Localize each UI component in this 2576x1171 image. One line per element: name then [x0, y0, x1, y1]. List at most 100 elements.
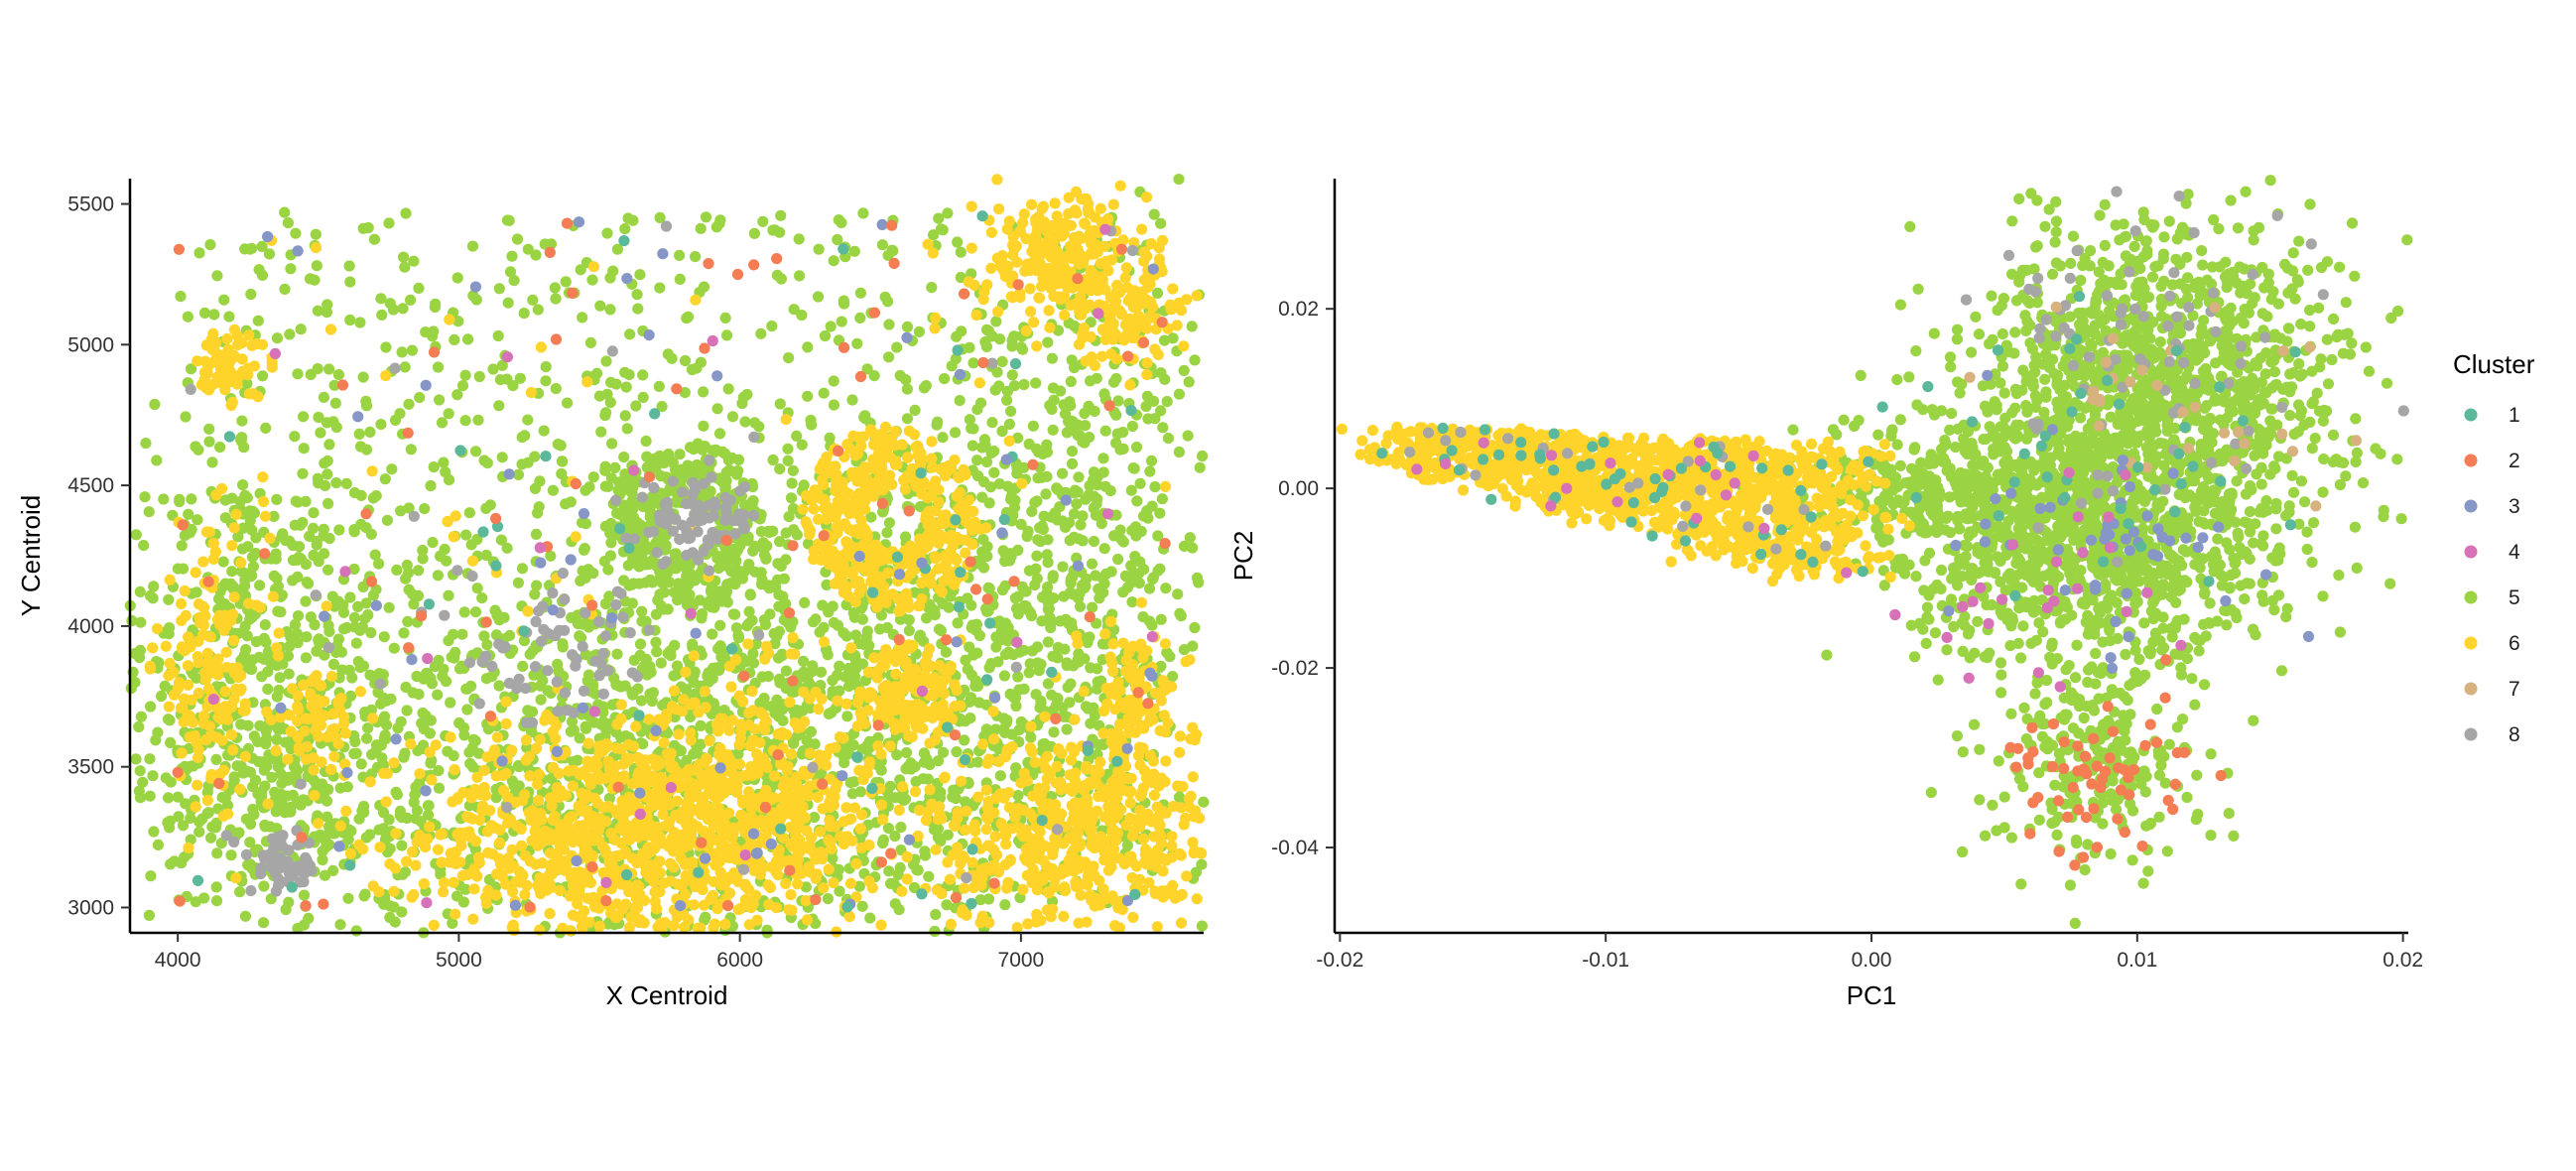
data-point: [244, 571, 257, 583]
data-point: [644, 511, 656, 523]
data-point: [493, 400, 505, 412]
data-point: [821, 513, 833, 525]
data-point: [591, 367, 603, 379]
data-point: [1051, 482, 1063, 494]
data-point: [773, 600, 785, 612]
data-point: [785, 492, 798, 504]
data-point: [158, 493, 170, 505]
data-point: [1029, 496, 1041, 509]
data-point: [774, 226, 786, 238]
data-point: [921, 612, 933, 624]
data-point: [533, 795, 545, 807]
data-point: [703, 667, 714, 679]
data-point: [330, 422, 342, 434]
data-point: [254, 580, 266, 591]
data-point: [961, 534, 972, 547]
data-point: [884, 780, 896, 792]
data-point: [534, 872, 546, 884]
data-point: [135, 711, 147, 722]
data-point: [133, 720, 145, 733]
data-point: [271, 573, 283, 585]
data-point: [327, 864, 339, 877]
data-point: [813, 243, 825, 255]
data-point: [834, 685, 845, 697]
data-point: [858, 503, 871, 515]
data-point: [912, 450, 924, 461]
data-point: [605, 537, 617, 549]
data-point: [216, 792, 228, 804]
data-point: [1111, 428, 1123, 440]
data-point: [627, 689, 639, 701]
data-point: [511, 233, 524, 245]
data-point: [577, 312, 588, 324]
data-point: [406, 891, 418, 903]
data-point: [458, 729, 470, 741]
data-point: [1149, 481, 1161, 493]
data-point: [737, 391, 749, 403]
data-point: [533, 501, 545, 513]
data-point: [354, 624, 366, 636]
data-point: [311, 535, 322, 548]
data-point: [939, 373, 951, 385]
data-point: [824, 432, 836, 444]
data-point: [1047, 424, 1059, 436]
data-point: [354, 317, 366, 328]
data-point: [1142, 512, 1154, 524]
data-point: [1126, 596, 1138, 608]
data-point: [889, 681, 902, 693]
data-point: [1088, 466, 1100, 478]
data-point: [757, 215, 769, 227]
data-point: [231, 760, 243, 772]
data-point: [434, 394, 446, 406]
data-point: [834, 885, 845, 897]
data-point: [698, 420, 709, 432]
data-point: [519, 889, 531, 901]
data-point: [520, 734, 533, 746]
data-point: [560, 276, 572, 288]
data-point: [901, 383, 914, 395]
data-point: [909, 404, 921, 416]
data-point: [465, 539, 477, 551]
data-point: [503, 214, 515, 226]
data-point: [418, 878, 430, 890]
data-point: [730, 468, 743, 480]
data-point: [341, 781, 353, 793]
data-point: [236, 415, 248, 427]
data-point: [700, 211, 712, 223]
data-point: [651, 646, 663, 658]
data-point: [491, 731, 503, 743]
data-point: [1155, 613, 1167, 625]
data-point: [947, 791, 959, 803]
data-point: [915, 700, 927, 712]
data-point: [284, 328, 296, 340]
data-point: [966, 440, 978, 452]
data-point: [223, 311, 235, 323]
data-point: [427, 537, 439, 549]
data-point: [985, 658, 997, 670]
data-point: [391, 564, 403, 577]
data-point: [748, 227, 761, 239]
data-point: [550, 293, 562, 305]
data-point: [606, 438, 618, 450]
data-point: [207, 356, 219, 368]
data-point: [989, 384, 1001, 396]
data-point: [137, 776, 149, 788]
data-point: [350, 925, 362, 937]
data-point: [863, 742, 875, 754]
data-point: [933, 496, 945, 508]
data-point: [1196, 858, 1208, 870]
data-point: [560, 498, 572, 510]
data-point: [532, 778, 544, 791]
data-point: [257, 370, 269, 382]
data-point: [1186, 321, 1198, 332]
data-point: [1023, 565, 1036, 577]
data-point: [599, 409, 611, 422]
data-point: [313, 633, 324, 645]
data-point: [828, 255, 839, 267]
data-point: [742, 638, 754, 650]
data-point: [851, 492, 863, 505]
data-point: [508, 275, 520, 287]
data-point: [494, 838, 506, 849]
data-point: [362, 609, 374, 621]
data-point: [1064, 697, 1076, 709]
